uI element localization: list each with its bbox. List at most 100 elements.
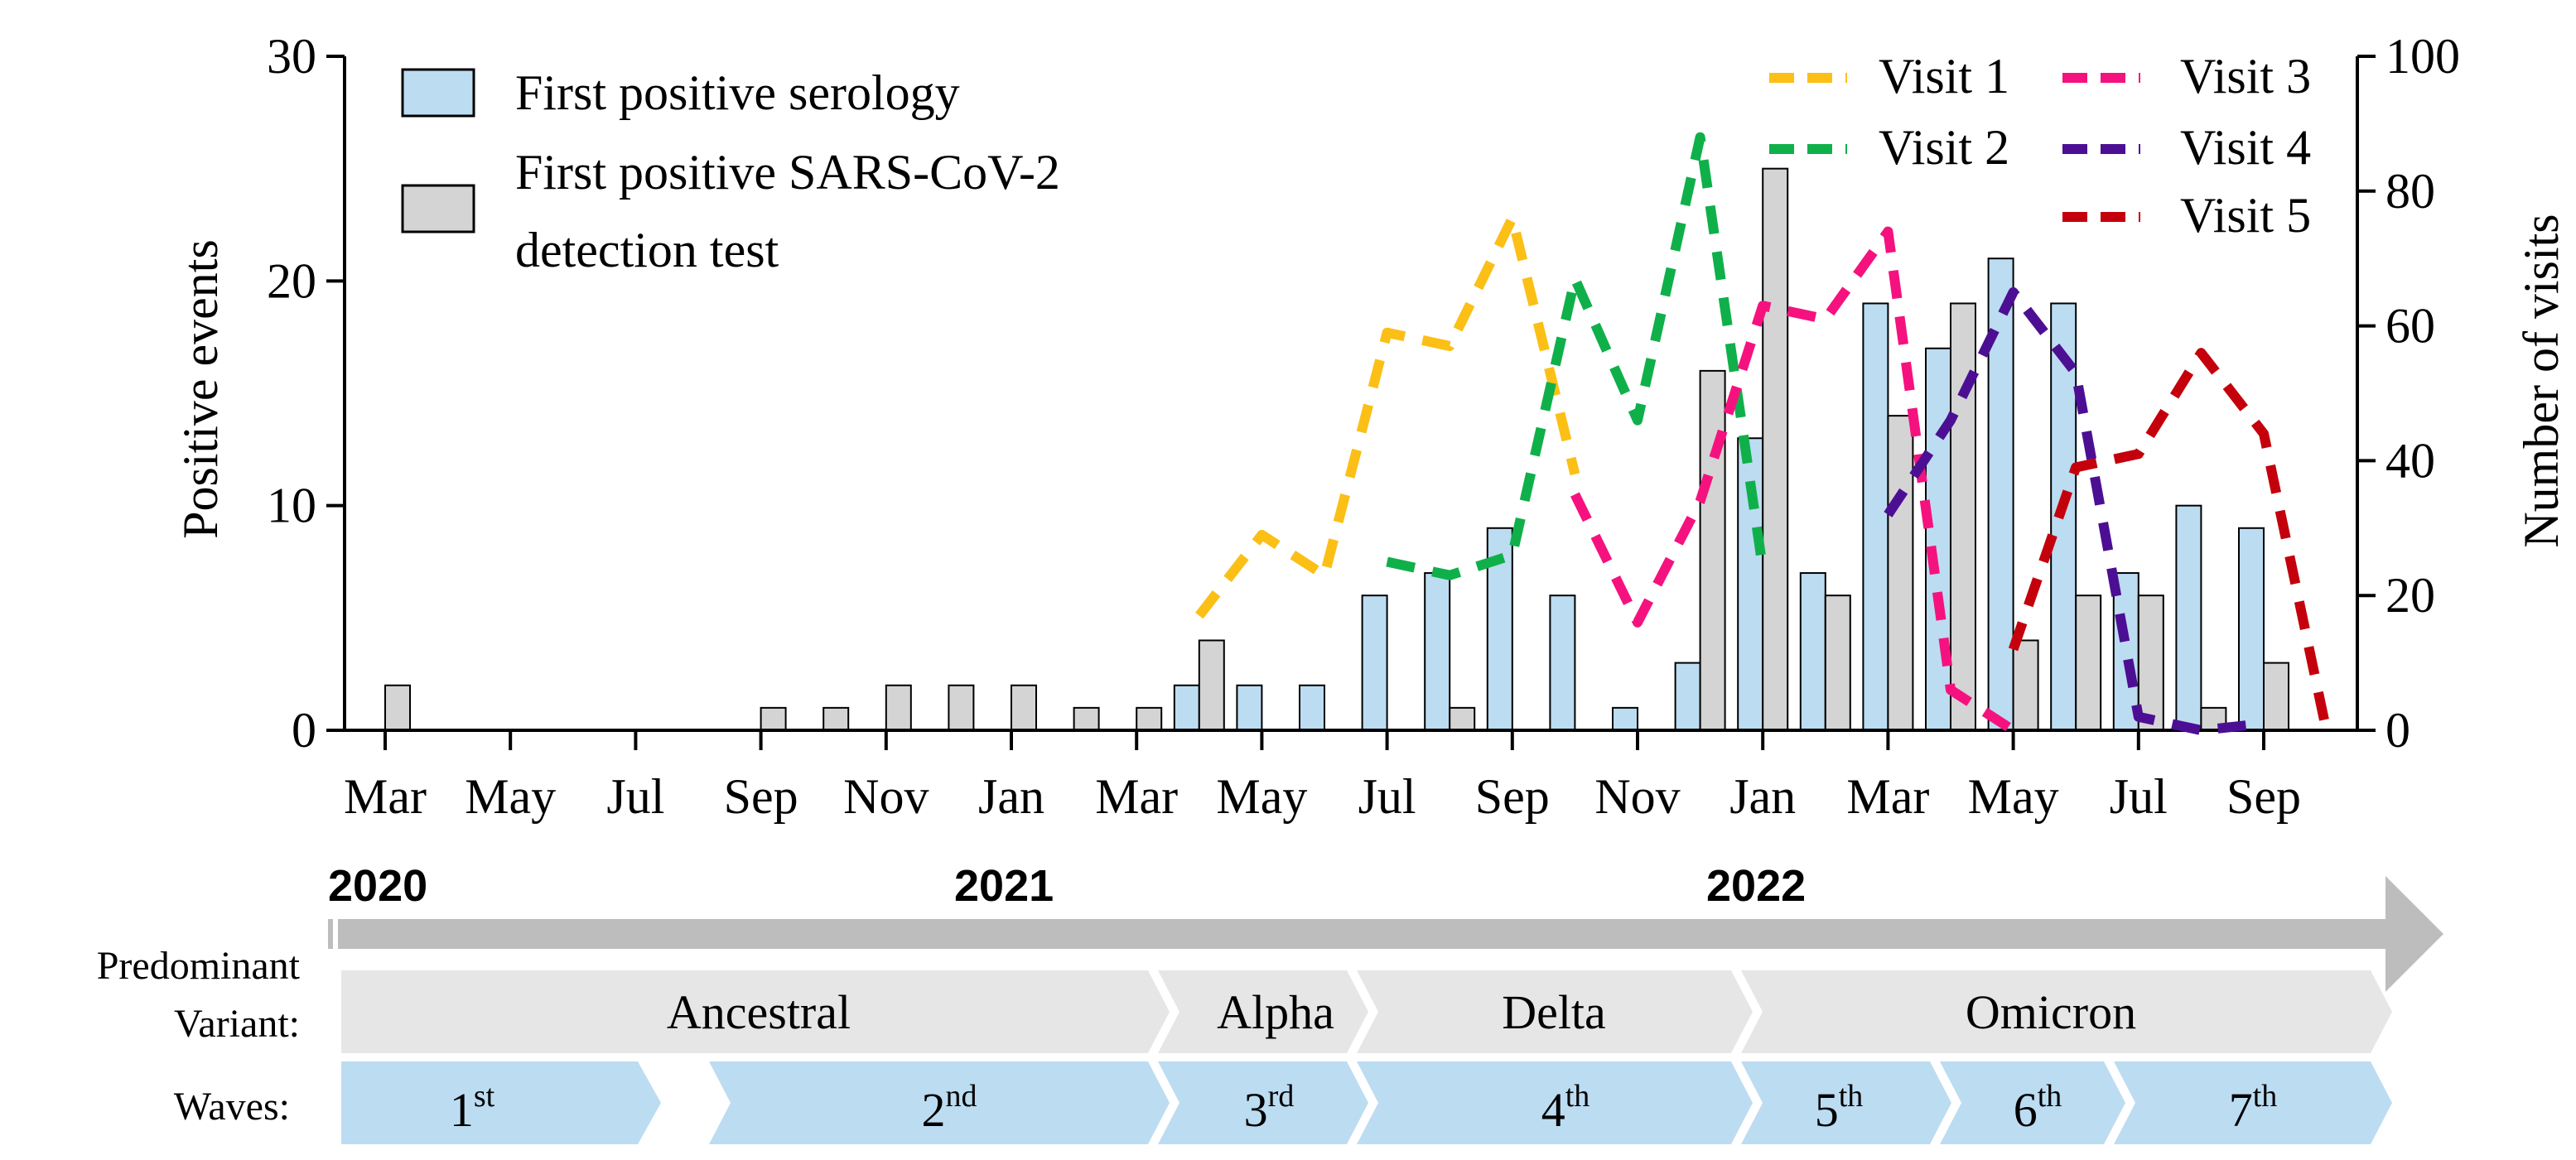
- wave-4-label: 4th: [1541, 1079, 1590, 1137]
- wave-5-number: 5: [1815, 1083, 1839, 1137]
- wave-7-number: 7: [2229, 1083, 2253, 1137]
- x-tick-label-7: May: [1216, 769, 1307, 824]
- variant-alpha-shape: [1158, 970, 1368, 1053]
- plot-area: 0 10 20 30 0 20 40 60 80 100 Mar May Jul Sep Nov Jan Mar…: [267, 29, 2460, 824]
- bar-serology-23: [1799, 572, 1826, 731]
- bar-detection-22: [1762, 167, 1789, 731]
- x-tick-label-3: Sep: [724, 769, 798, 824]
- wave-3-label: 3rd: [1244, 1079, 1295, 1137]
- wave-3-number: 3: [1244, 1083, 1268, 1137]
- bar-serology-30: [2238, 527, 2265, 731]
- bar-detection-12: [1136, 706, 1163, 731]
- y2-tick-label-0: 0: [2385, 703, 2410, 758]
- variant-ancestral-label: Ancestral: [667, 985, 851, 1039]
- y2-tick-label-60: 60: [2385, 299, 2435, 354]
- x-tick-label-12: Mar: [1846, 769, 1929, 824]
- y2-tick-label-40: 40: [2385, 433, 2435, 488]
- wave-6-number: 6: [2014, 1083, 2038, 1137]
- y-tick-label-0: 0: [292, 703, 316, 758]
- bar-serology-17: [1424, 572, 1451, 731]
- y-tick-label-30: 30: [267, 29, 316, 84]
- variant-delta-shape: [1357, 970, 1753, 1053]
- wave-1-shape: [341, 1061, 661, 1144]
- y2-tick-label-20: 20: [2385, 568, 2435, 623]
- x-tick-label-1: May: [465, 769, 556, 824]
- timeline-arrow: [328, 876, 2443, 992]
- variant-row-label-2: Variant:: [174, 1002, 300, 1046]
- bar-legend: First positive serology First positive S…: [401, 65, 1060, 277]
- legend-label-detection-line2: detection test: [515, 223, 779, 277]
- legend-swatch-serology: [401, 68, 475, 118]
- year-label-2021: 2021: [954, 861, 1054, 911]
- bar-serology-13: [1173, 684, 1200, 732]
- bar-detection-7: [822, 706, 850, 731]
- bar-serology-21: [1674, 662, 1701, 731]
- variant-omicron-label: Omicron: [1966, 985, 2136, 1039]
- wave-4-number: 4: [1541, 1083, 1565, 1137]
- legend-label-visit-2: Visit 2: [1879, 120, 2009, 175]
- bar-detection-6: [760, 706, 787, 731]
- wave-6-suffix: th: [2038, 1079, 2062, 1114]
- waves-row-label: Waves:: [174, 1085, 290, 1129]
- wave-2-suffix: nd: [946, 1079, 977, 1114]
- x-tick-label-9: Sep: [1475, 769, 1550, 824]
- bar-serology-16: [1361, 594, 1388, 732]
- x-tick-label-4: Nov: [843, 769, 929, 824]
- variant-ancestral-shape: [341, 970, 1170, 1053]
- line-visit-1: [1195, 213, 1580, 619]
- bar-serology-14: [1236, 684, 1263, 732]
- bar-serology-29: [2175, 504, 2202, 732]
- x-tick-label-13: May: [1968, 769, 2059, 824]
- variant-row-label-1: Predominant: [97, 944, 301, 988]
- y2-axis-title: Number of visits: [2514, 214, 2569, 547]
- bar-detection-0: [384, 684, 411, 732]
- variant-row: Ancestral Alpha Delta Omicron: [341, 970, 2392, 1053]
- variant-alpha-label: Alpha: [1217, 985, 1334, 1039]
- timeline-arrow-tail-mark: [328, 919, 333, 949]
- line-legend: Visit 1 Visit 2 Visit 3 Visit 4 Visit 5: [1769, 49, 2311, 243]
- line-visit-5: [2008, 348, 2332, 732]
- x-tick-label-15: Sep: [2226, 769, 2301, 824]
- y2-tick-label-80: 80: [2385, 164, 2435, 219]
- wave-1-suffix: st: [474, 1079, 495, 1114]
- bar-detection-24: [1887, 415, 1914, 731]
- wave-6-shape: [1940, 1061, 2125, 1144]
- x-tick-label-11: Jan: [1729, 769, 1796, 824]
- x-tick-label-2: Jul: [606, 769, 664, 824]
- waves-row: 1st 2nd 3rd 4th 5th 6th 7th: [341, 1061, 2392, 1144]
- wave-5-label: 5th: [1815, 1079, 1864, 1137]
- legend-label-visit-1: Visit 1: [1879, 49, 2009, 103]
- bar-serology-19: [1549, 594, 1576, 732]
- bar-detection-13: [1198, 639, 1225, 732]
- bar-serology-20: [1612, 706, 1638, 731]
- legend-label-visit-3: Visit 3: [2180, 49, 2311, 103]
- wave-7-suffix: th: [2253, 1079, 2278, 1114]
- y-tick-label-10: 10: [267, 479, 316, 533]
- bar-serology-28: [2112, 572, 2139, 731]
- x-tick-label-5: Jan: [978, 769, 1044, 824]
- legend-label-detection-line1: First positive SARS-CoV-2: [515, 145, 1060, 200]
- bar-detection-30: [2263, 662, 2289, 731]
- legend-label-serology: First positive serology: [515, 65, 960, 120]
- variant-delta-label: Delta: [1502, 985, 1606, 1039]
- timeline-arrow-head: [2385, 876, 2443, 992]
- line-visit-3: [1570, 226, 2016, 735]
- wave-4-shape: [1357, 1061, 1753, 1144]
- y-tick-label-20: 20: [267, 253, 316, 308]
- line-visit-4: [1884, 286, 2265, 735]
- bar-detection-11: [1073, 706, 1100, 731]
- bar-detection-26: [2012, 639, 2039, 732]
- legend-label-visit-5: Visit 5: [2180, 188, 2311, 243]
- bar-detection-28: [2137, 594, 2164, 732]
- bar-serology-24: [1862, 302, 1889, 731]
- x-tick-label-0: Mar: [344, 769, 427, 824]
- wave-1-label: 1st: [450, 1079, 495, 1137]
- x-tick-label-8: Jul: [1358, 769, 1416, 824]
- x-tick-label-10: Nov: [1594, 769, 1680, 824]
- wave-6-label: 6th: [2014, 1079, 2062, 1137]
- bar-detection-17: [1449, 706, 1476, 731]
- bar-detection-9: [948, 684, 975, 732]
- wave-2-shape: [709, 1061, 1170, 1144]
- wave-1-number: 1: [450, 1083, 474, 1137]
